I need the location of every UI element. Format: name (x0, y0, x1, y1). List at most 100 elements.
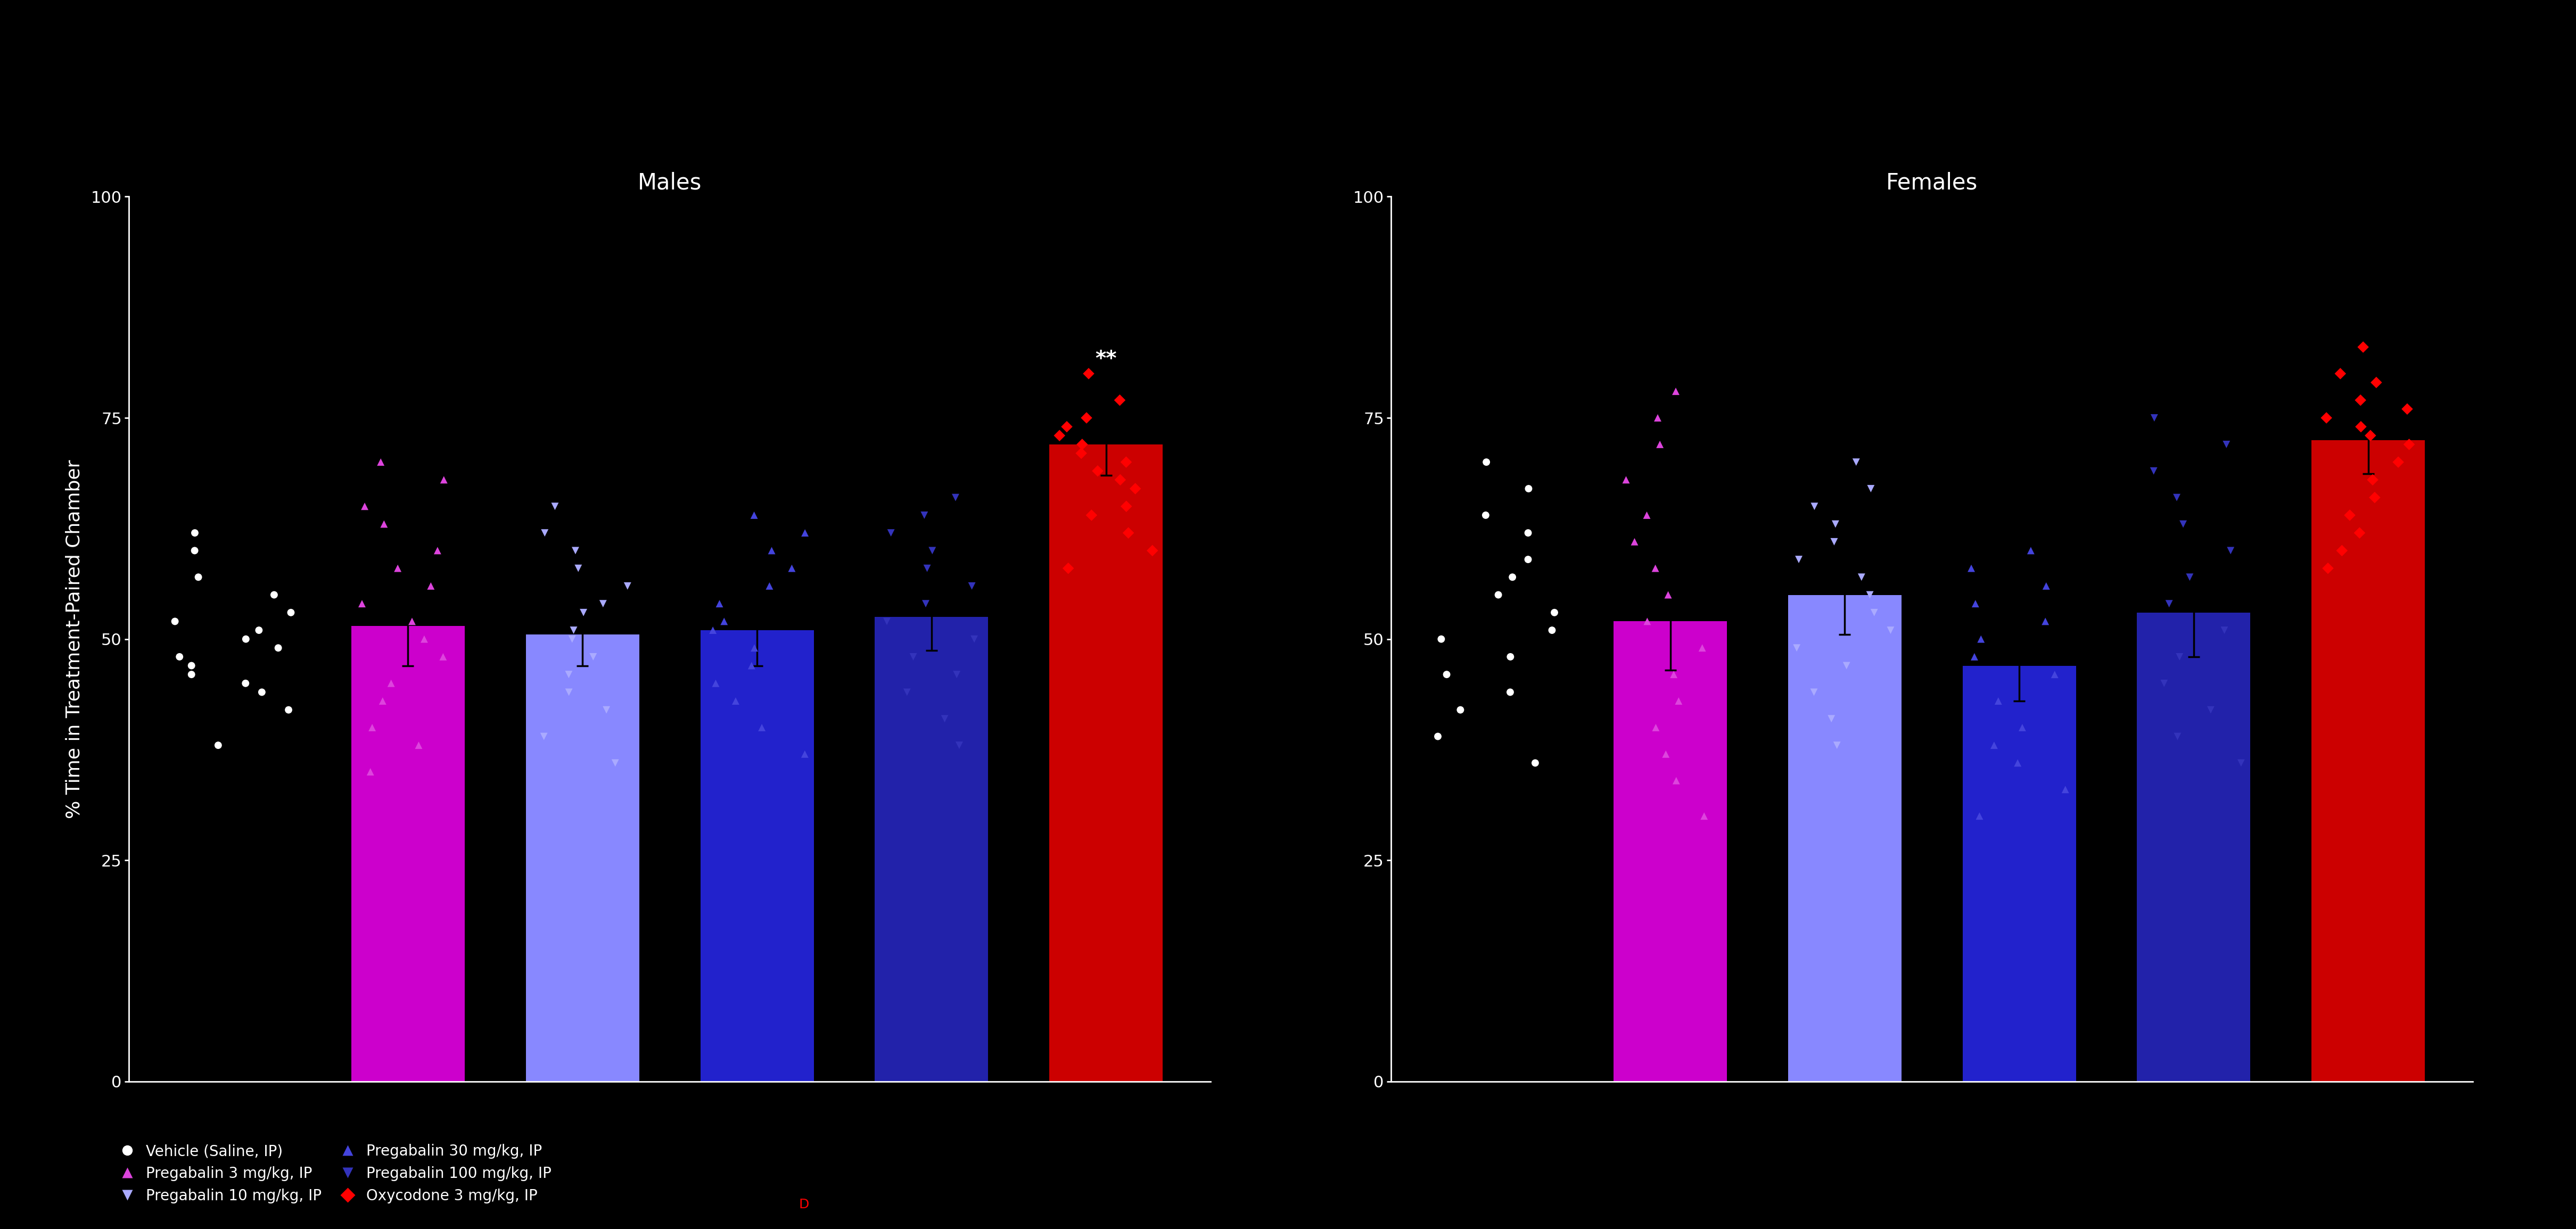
Point (155, 612, 196, 632)
Point (953, 629, 994, 649)
Point (371, 673, 412, 693)
Point (1996, 753, 2038, 773)
Point (554, 621, 595, 640)
Point (170, 665, 211, 685)
Point (1811, 709, 1852, 729)
Point (1625, 612, 1667, 632)
Point (345, 497, 386, 516)
Point (533, 497, 574, 516)
Point (907, 558, 948, 578)
Point (608, 576, 649, 596)
Point (938, 735, 979, 755)
Point (693, 621, 734, 640)
Point (1638, 408, 1680, 428)
Point (175, 524, 216, 543)
Point (1489, 646, 1530, 666)
Point (1100, 469, 1141, 489)
Point (361, 452, 402, 472)
Point (1466, 452, 1507, 472)
Bar (1048, 445, 1162, 1082)
Point (392, 612, 433, 632)
Point (1479, 585, 1520, 605)
Point (2002, 718, 2043, 737)
Point (1615, 532, 1656, 552)
Point (399, 735, 440, 755)
Point (2378, 452, 2419, 472)
Point (350, 718, 392, 737)
Point (750, 576, 791, 596)
Point (2025, 576, 2066, 596)
Point (935, 488, 976, 508)
Point (752, 541, 793, 560)
Point (783, 745, 824, 764)
Point (422, 646, 464, 666)
Point (2349, 425, 2391, 445)
Point (523, 524, 564, 543)
Point (2388, 435, 2429, 455)
Point (1685, 806, 1726, 826)
Point (742, 718, 783, 737)
Point (2143, 673, 2184, 693)
Point (1816, 514, 1857, 533)
Y-axis label: % Time in Treatment-Paired Chamber: % Time in Treatment-Paired Chamber (64, 460, 82, 819)
Point (549, 682, 590, 702)
Point (2385, 399, 2427, 419)
Point (1530, 621, 1571, 640)
Point (1489, 682, 1530, 702)
Point (363, 691, 404, 710)
Bar (1788, 595, 1901, 1082)
Bar (2311, 440, 2424, 1082)
Point (2148, 594, 2190, 613)
Point (2342, 337, 2383, 356)
Point (178, 568, 219, 587)
Point (2133, 408, 2174, 428)
Point (343, 594, 384, 613)
Point (1507, 479, 1548, 499)
Bar (876, 617, 989, 1082)
Point (2164, 514, 2205, 533)
Point (904, 505, 945, 525)
Point (1069, 364, 1110, 383)
Point (734, 505, 775, 525)
Point (2308, 558, 2349, 578)
Point (2156, 726, 2197, 746)
Point (1842, 568, 1883, 587)
Point (2035, 665, 2076, 685)
Point (1850, 479, 1891, 499)
Point (716, 691, 757, 710)
Point (549, 665, 590, 685)
Text: D: D (799, 1198, 809, 1211)
Text: **: ** (1095, 349, 1118, 369)
Point (1419, 629, 1461, 649)
Point (2352, 469, 2393, 489)
Point (698, 594, 739, 613)
Point (170, 656, 211, 676)
Point (1533, 602, 1574, 622)
Point (1492, 568, 1533, 587)
Point (1105, 497, 1146, 516)
Bar (1963, 666, 2076, 1082)
Point (732, 656, 773, 676)
Point (1046, 417, 1087, 436)
Point (160, 646, 201, 666)
Title: Males: Males (639, 172, 701, 194)
Point (1656, 771, 1698, 790)
Point (410, 576, 451, 596)
Point (2321, 364, 2362, 383)
Point (1837, 452, 1878, 472)
Point (2205, 435, 2246, 455)
Title: Females: Females (1886, 172, 1978, 194)
Point (1507, 549, 1548, 569)
Point (1605, 469, 1646, 489)
Bar (701, 630, 814, 1082)
Point (1636, 718, 1677, 737)
Point (904, 594, 945, 613)
Point (1131, 541, 1172, 560)
Bar (1613, 622, 1726, 1082)
Point (2133, 461, 2174, 481)
Point (1654, 665, 1695, 685)
Point (886, 682, 927, 702)
Point (2190, 701, 2231, 720)
Point (1649, 585, 1690, 605)
Point (2045, 779, 2087, 799)
